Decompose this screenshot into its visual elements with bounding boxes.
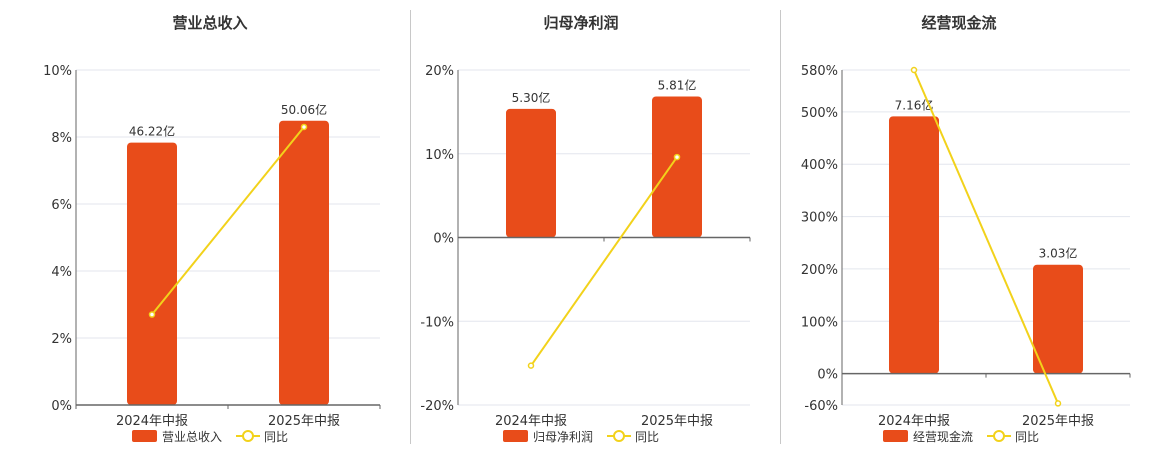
y-tick-label-2-7: 580%: [801, 64, 838, 79]
bar-label-1-0: 5.30亿: [512, 90, 551, 105]
y-tick-label-0-2: 4%: [51, 265, 72, 280]
chart-title-0: 营业总收入: [172, 14, 247, 32]
y-tick-label-2-1: 0%: [817, 368, 838, 383]
legend-swatch-marker-2: [993, 430, 1005, 442]
yoy-point-0-0: [148, 311, 156, 318]
chart-title-2: 经营现金流: [921, 14, 996, 32]
category-label-1-1: 2025年中报: [641, 414, 713, 429]
bar-label-1-1: 5.81亿: [658, 77, 697, 92]
yoy-point-0-1: [300, 123, 308, 131]
legend-label-bar-2: 经营现金流: [913, 429, 973, 444]
category-label-2-1: 2025年中报: [1022, 414, 1094, 429]
legend-swatch-bar-1: [503, 430, 528, 442]
y-tick-label-2-3: 200%: [801, 263, 838, 278]
legend-label-line-0: 同比: [264, 430, 288, 444]
y-tick-label-0-3: 6%: [51, 198, 72, 213]
legend-label-line-2: 同比: [1015, 430, 1039, 444]
bar-0-0: [127, 142, 177, 406]
divider-1: [410, 10, 411, 444]
y-tick-label-1-4: 20%: [425, 64, 454, 79]
category-label-2-0: 2024年中报: [878, 414, 950, 429]
yoy-point-2-1: [1054, 400, 1062, 407]
legend-swatch-bar-0: [132, 430, 157, 442]
bar-2-1: [1033, 264, 1083, 374]
y-tick-label-1-3: 10%: [425, 148, 454, 163]
yoy-line-1: [530, 156, 678, 367]
y-tick-label-1-2: 0%: [433, 232, 454, 247]
yoy-point-1-1: [673, 153, 681, 161]
yoy-point-2-0: [910, 66, 918, 74]
divider-2: [780, 10, 781, 444]
legend-label-line-1: 同比: [635, 430, 659, 444]
bar-label-2-1: 3.03亿: [1039, 246, 1078, 261]
y-tick-label-0-0: 0%: [51, 399, 72, 414]
y-tick-label-2-0: -60%: [804, 399, 838, 414]
category-label-0-0: 2024年中报: [116, 414, 188, 429]
bar-label-2-0: 7.16亿: [895, 97, 934, 112]
bar-label-0-0: 46.22亿: [129, 124, 175, 139]
legend-label-bar-1: 归母净利润: [533, 430, 593, 444]
bar-1-0: [506, 108, 556, 238]
y-tick-label-2-2: 100%: [801, 315, 838, 330]
bar-0-1: [279, 120, 329, 405]
legend-swatch-marker-1: [613, 430, 625, 442]
legend-swatch-bar-2: [883, 430, 908, 442]
legend-label-bar-0: 营业总收入: [162, 430, 222, 444]
yoy-point-1-0: [527, 362, 535, 369]
bar-1-1: [652, 96, 702, 238]
bar-label-0-1: 50.06亿: [281, 102, 327, 117]
category-label-1-0: 2024年中报: [495, 414, 567, 429]
y-tick-label-2-4: 300%: [801, 211, 838, 226]
bar-2-0: [889, 116, 939, 374]
category-label-0-1: 2025年中报: [268, 414, 340, 429]
y-tick-label-2-5: 400%: [801, 158, 838, 173]
y-tick-label-0-4: 8%: [51, 131, 72, 146]
chart-title-1: 归母净利润: [543, 14, 618, 32]
legend-swatch-marker-0: [242, 430, 254, 442]
y-tick-label-1-0: -20%: [420, 399, 454, 414]
y-tick-label-1-1: -10%: [420, 315, 454, 330]
yoy-line-2: [913, 69, 1059, 404]
y-tick-label-0-1: 2%: [51, 332, 72, 347]
y-tick-label-0-5: 10%: [43, 64, 72, 79]
yoy-line-0: [151, 126, 305, 316]
y-tick-label-2-6: 500%: [801, 106, 838, 121]
